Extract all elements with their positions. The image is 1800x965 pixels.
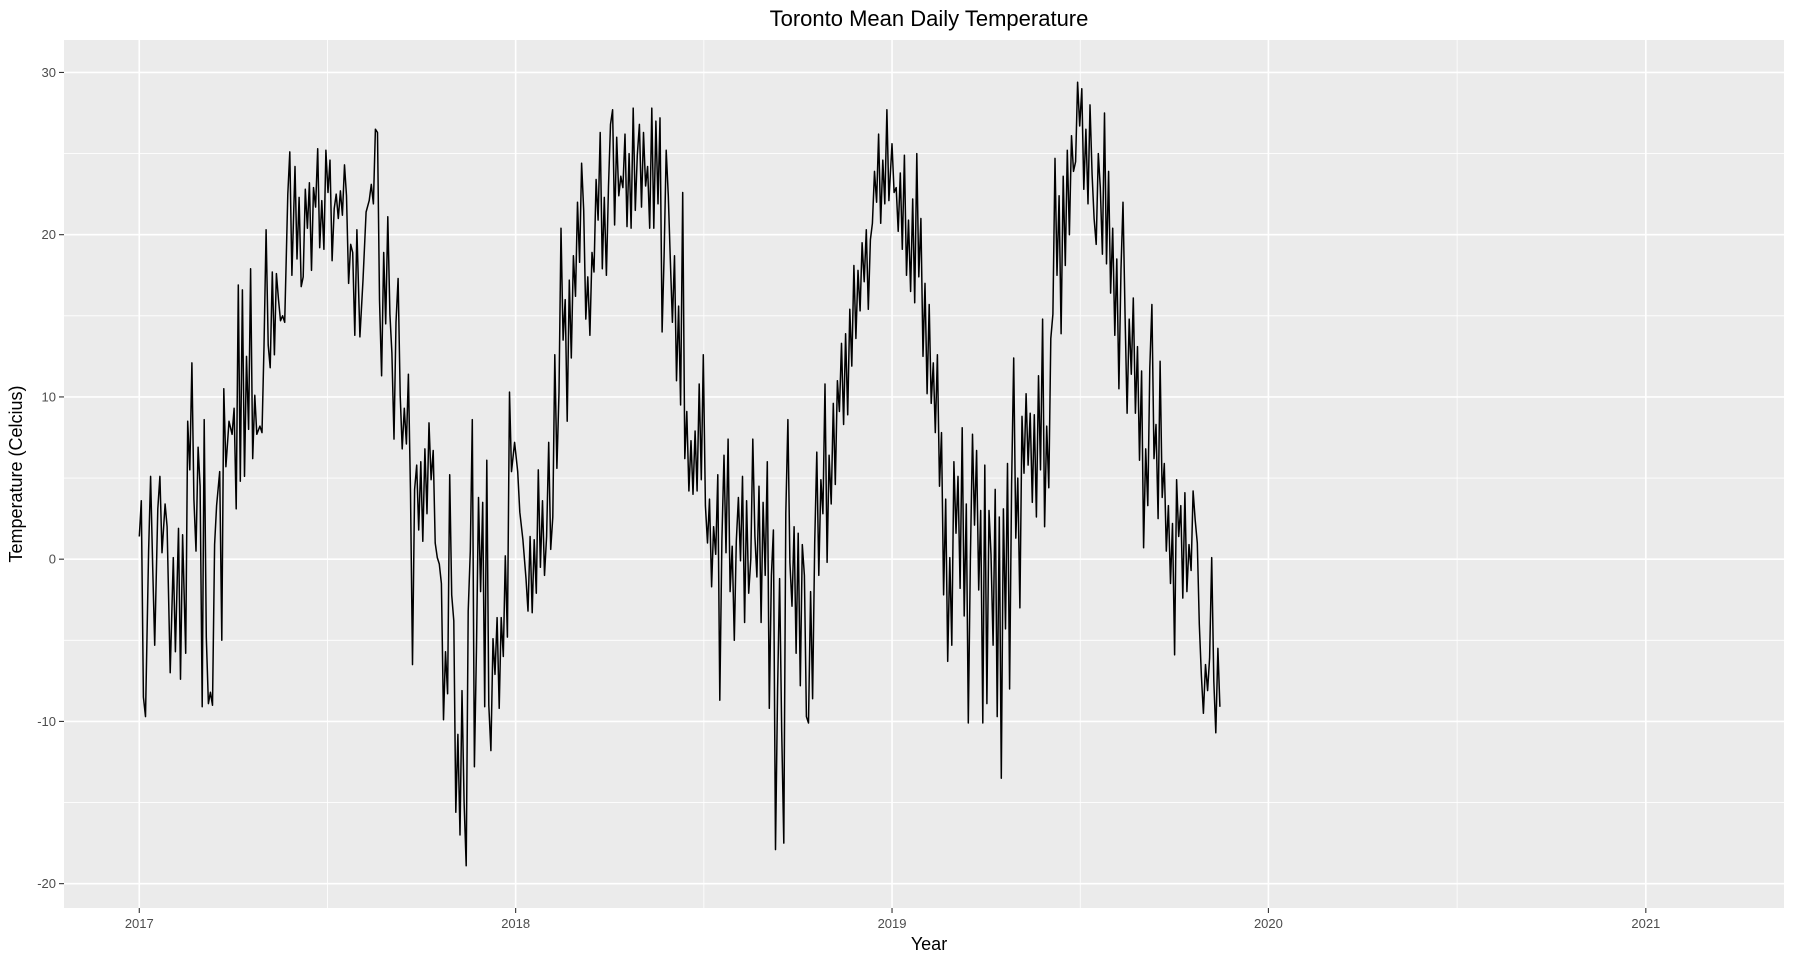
x-tick-label: 2017 [125, 916, 154, 931]
y-tick-label: -10 [37, 714, 56, 729]
x-tick-label: 2018 [501, 916, 530, 931]
y-tick-label: 20 [42, 227, 56, 242]
x-tick-label: 2020 [1254, 916, 1283, 931]
x-tick-label: 2021 [1631, 916, 1660, 931]
y-axis-title: Temperature (Celcius) [6, 385, 26, 562]
series-layer [138, 81, 1221, 867]
y-tick-label: 10 [42, 389, 56, 404]
y-tick-label: 0 [49, 552, 56, 567]
x-axis-title: Year [911, 934, 947, 954]
grid-lines [64, 40, 1784, 908]
temperature-series-line [138, 81, 1221, 867]
plot-panel [64, 40, 1784, 908]
chart-title: Toronto Mean Daily Temperature [770, 6, 1089, 31]
x-tick-label: 2019 [878, 916, 907, 931]
axes: -20 -10 0 10 20 30 2017 2018 2019 2020 2021 [37, 65, 1660, 931]
y-tick-label: 30 [42, 65, 56, 80]
y-tick-label: -20 [37, 876, 56, 891]
